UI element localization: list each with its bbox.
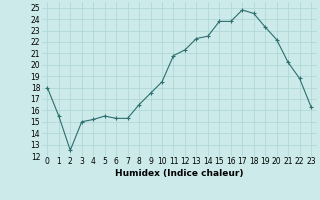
X-axis label: Humidex (Indice chaleur): Humidex (Indice chaleur) [115, 169, 244, 178]
